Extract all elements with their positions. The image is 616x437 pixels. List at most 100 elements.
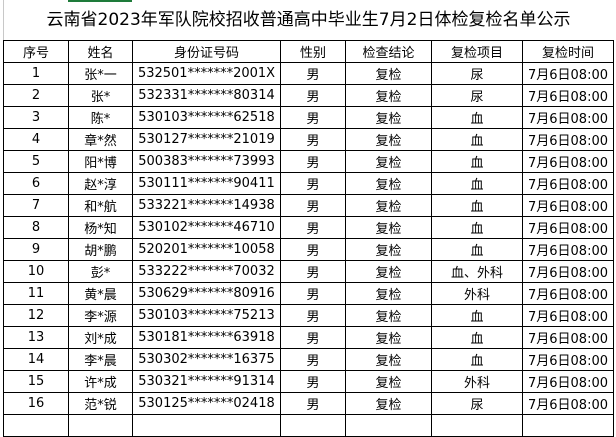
cell-col-name[interactable]: 彭*	[68, 260, 133, 283]
cell-col-id-number[interactable]: 530321*******91314	[132, 370, 281, 393]
cell-col-index[interactable]: 4	[3, 128, 69, 151]
cell-col-id-number[interactable]: 500383*******73993	[132, 150, 281, 173]
cell-col-index[interactable]: 10	[3, 260, 69, 283]
cell-col-conclusion[interactable]: 复检	[345, 216, 432, 239]
cell-col-name[interactable]: 李*晨	[68, 348, 133, 371]
cell-col-id-number[interactable]: 530302*******16375	[132, 348, 281, 371]
cell-col-index[interactable]: 6	[3, 172, 69, 195]
cell-col-name[interactable]: 陈*	[68, 106, 133, 129]
header-col-id-number[interactable]: 身份证号码	[132, 40, 281, 63]
cell-col-name[interactable]: 张*	[68, 84, 133, 107]
cell-col-gender[interactable]: 男	[280, 370, 346, 393]
cell-col-index[interactable]: 11	[3, 282, 69, 305]
cell-col-recheck-time[interactable]: 7月6日08:00	[522, 304, 614, 327]
cell-col-gender[interactable]: 男	[280, 392, 346, 415]
cell-col-conclusion[interactable]: 复检	[345, 326, 432, 349]
cell-col-gender[interactable]: 男	[280, 260, 346, 283]
cell-col-recheck-item[interactable]: 血	[431, 172, 523, 195]
cell-col-recheck-item[interactable]: 血	[431, 106, 523, 129]
cell-col-recheck-item[interactable]: 血	[431, 194, 523, 217]
cell-col-recheck-time[interactable]: 7月6日08:00	[522, 150, 614, 173]
cell-col-index[interactable]: 9	[3, 238, 69, 261]
cell-col-recheck-time[interactable]: 7月6日08:00	[522, 216, 614, 239]
cell-col-name[interactable]: 许*成	[68, 370, 133, 393]
cell-col-conclusion[interactable]: 复检	[345, 304, 432, 327]
cell-col-recheck-item[interactable]: 尿	[431, 392, 523, 415]
cell-col-name[interactable]: 李*源	[68, 304, 133, 327]
cell-col-recheck-time[interactable]: 7月6日08:00	[522, 128, 614, 151]
cell-col-conclusion[interactable]: 复检	[345, 150, 432, 173]
cell-col-id-number[interactable]: 530103*******75213	[132, 304, 281, 327]
cell-col-index[interactable]: 14	[3, 348, 69, 371]
cell-col-conclusion[interactable]: 复检	[345, 238, 432, 261]
cell-col-gender[interactable]: 男	[280, 282, 346, 305]
cell-col-recheck-item[interactable]: 血	[431, 348, 523, 371]
cell-col-recheck-item[interactable]: 外科	[431, 282, 523, 305]
cell-col-conclusion[interactable]: 复检	[345, 260, 432, 283]
cell-col-name[interactable]: 和*航	[68, 194, 133, 217]
cell-col-conclusion[interactable]: 复检	[345, 84, 432, 107]
cell-col-id-number[interactable]: 532501*******2001X	[132, 62, 281, 85]
cell-col-recheck-item[interactable]: 血	[431, 128, 523, 151]
header-col-index[interactable]: 序号	[3, 40, 69, 63]
cell-col-index[interactable]: 1	[3, 62, 69, 85]
cell-col-recheck-time[interactable]: 7月6日08:00	[522, 106, 614, 129]
cell-col-recheck-time[interactable]: 7月6日08:00	[522, 238, 614, 261]
cell-col-recheck-item[interactable]: 血	[431, 326, 523, 349]
cell-col-index[interactable]: 8	[3, 216, 69, 239]
cell-col-id-number[interactable]: 530127*******21019	[132, 128, 281, 151]
cell-col-conclusion[interactable]: 复检	[345, 194, 432, 217]
cell-col-id-number[interactable]: 520201*******10058	[132, 238, 281, 261]
cell-col-gender[interactable]: 男	[280, 194, 346, 217]
cell-col-recheck-time[interactable]: 7月6日08:00	[522, 392, 614, 415]
cell-col-name[interactable]: 杨*知	[68, 216, 133, 239]
cell-col-conclusion[interactable]: 复检	[345, 128, 432, 151]
cell-col-index[interactable]: 13	[3, 326, 69, 349]
cell-col-recheck-item[interactable]: 尿	[431, 62, 523, 85]
cell-col-recheck-time[interactable]: 7月6日08:00	[522, 84, 614, 107]
cell-col-gender[interactable]: 男	[280, 348, 346, 371]
cell-col-name[interactable]: 赵*淳	[68, 172, 133, 195]
header-col-recheck-item[interactable]: 复检项目	[431, 40, 523, 63]
cell-col-recheck-item[interactable]: 血	[431, 150, 523, 173]
cell-col-gender[interactable]: 男	[280, 62, 346, 85]
cell-col-gender[interactable]: 男	[280, 172, 346, 195]
cell-col-index[interactable]: 7	[3, 194, 69, 217]
cell-col-recheck-time[interactable]: 7月6日08:00	[522, 370, 614, 393]
cell-col-gender[interactable]: 男	[280, 304, 346, 327]
cell-col-recheck-time[interactable]: 7月6日08:00	[522, 194, 614, 217]
cell-col-gender[interactable]: 男	[280, 216, 346, 239]
header-col-recheck-time[interactable]: 复检时间	[522, 40, 614, 63]
cell-col-id-number[interactable]: 530125*******02418	[132, 392, 281, 415]
cell-col-gender[interactable]: 男	[280, 106, 346, 129]
cell-col-name[interactable]: 黄*晨	[68, 282, 133, 305]
cell-col-gender[interactable]: 男	[280, 84, 346, 107]
cell-col-id-number[interactable]: 530103*******62518	[132, 106, 281, 129]
cell-col-id-number[interactable]: 530111*******90411	[132, 172, 281, 195]
cell-col-index[interactable]: 2	[3, 84, 69, 107]
cell-col-conclusion[interactable]: 复检	[345, 62, 432, 85]
cell-col-index[interactable]: 3	[3, 106, 69, 129]
cell-col-index[interactable]: 12	[3, 304, 69, 327]
cell-col-recheck-time[interactable]: 7月6日08:00	[522, 326, 614, 349]
cell-col-name[interactable]: 阳*博	[68, 150, 133, 173]
cell-col-recheck-time[interactable]: 7月6日08:00	[522, 260, 614, 283]
cell-col-recheck-item[interactable]: 外科	[431, 370, 523, 393]
cell-col-gender[interactable]: 男	[280, 150, 346, 173]
cell-col-recheck-item[interactable]: 血	[431, 304, 523, 327]
cell-col-id-number[interactable]: 533221*******14938	[132, 194, 281, 217]
cell-col-conclusion[interactable]: 复检	[345, 370, 432, 393]
cell-col-conclusion[interactable]: 复检	[345, 282, 432, 305]
cell-col-name[interactable]: 张*一	[68, 62, 133, 85]
cell-col-conclusion[interactable]: 复检	[345, 392, 432, 415]
cell-col-name[interactable]: 胡*鹏	[68, 238, 133, 261]
cell-col-index[interactable]: 15	[3, 370, 69, 393]
header-col-conclusion[interactable]: 检查结论	[345, 40, 432, 63]
cell-col-name[interactable]: 章*然	[68, 128, 133, 151]
cell-col-gender[interactable]: 男	[280, 128, 346, 151]
cell-col-recheck-time[interactable]: 7月6日08:00	[522, 172, 614, 195]
cell-col-recheck-time[interactable]: 7月6日08:00	[522, 348, 614, 371]
cell-col-recheck-time[interactable]: 7月6日08:00	[522, 62, 614, 85]
cell-col-id-number[interactable]: 533222*******70032	[132, 260, 281, 283]
cell-col-recheck-item[interactable]: 尿	[431, 84, 523, 107]
